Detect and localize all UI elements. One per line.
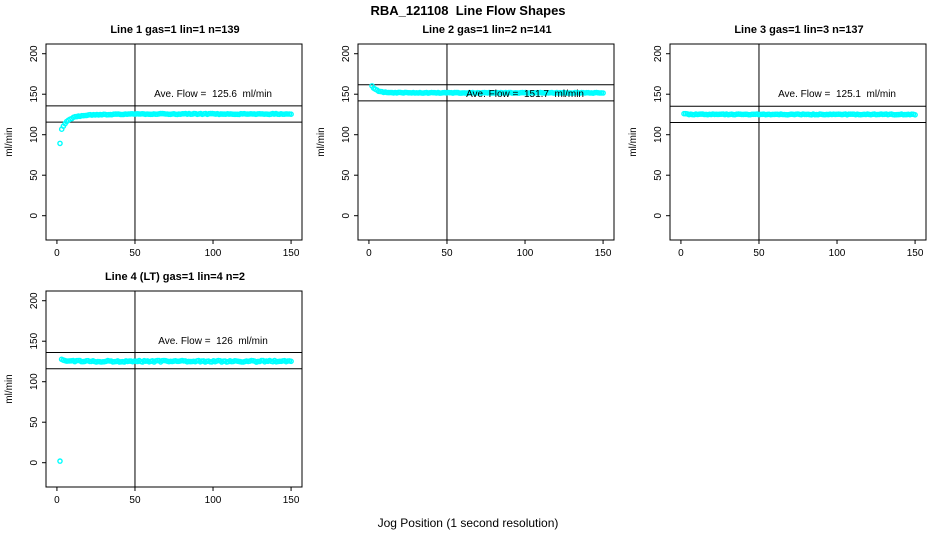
x-tick-label: 0 xyxy=(366,248,372,259)
data-points xyxy=(57,110,294,147)
y-tick-label: 200 xyxy=(341,45,352,62)
x-tick-label: 100 xyxy=(205,248,222,259)
y-tick-label: 0 xyxy=(341,212,352,218)
y-axis-label: ml/min xyxy=(4,127,15,156)
ave-flow-label: Ave. Flow = 126 ml/min xyxy=(158,336,268,347)
x-axis-label: Jog Position (1 second resolution) xyxy=(377,516,559,530)
x-tick-label: 100 xyxy=(517,248,534,259)
x-tick-label: 50 xyxy=(441,248,453,259)
empty-cell xyxy=(624,269,936,516)
y-tick-label: 100 xyxy=(29,373,40,390)
y-tick-label: 100 xyxy=(341,126,352,143)
x-tick-label: 100 xyxy=(205,495,222,506)
y-tick-label: 50 xyxy=(341,169,352,181)
y-tick-label: 200 xyxy=(653,45,664,62)
x-tick-label: 150 xyxy=(907,248,924,259)
panel-line3: Line 3 gas=1 lin=3 n=137 0 50 100 150 0 50 100… xyxy=(624,22,936,269)
panel-line2-title: Line 2 gas=1 lin=2 n=141 xyxy=(422,24,552,36)
x-tick-label: 50 xyxy=(753,248,765,259)
y-axis-label: ml/min xyxy=(316,127,327,156)
y-axis-label: ml/min xyxy=(4,374,15,403)
plot-line1: 0 50 100 150 0 50 100 150 200 ml/min Ave. Flow = 1… xyxy=(4,43,303,259)
panel-grid: Line 1 gas=1 lin=1 n=139 0 50 100 150 0 50 100… xyxy=(0,22,936,516)
chart-title: RBA_121108 Line Flow Shapes xyxy=(370,3,566,18)
panel-line4-title: Line 4 (LT) gas=1 lin=4 n=2 xyxy=(104,271,246,283)
y-tick-label: 50 xyxy=(29,416,40,428)
y-axis-label: ml/min xyxy=(628,127,639,156)
y-tick-label: 50 xyxy=(653,169,664,181)
plot-box xyxy=(45,43,303,241)
panel-line1: Line 1 gas=1 lin=1 n=139 0 50 100 150 0 50 100… xyxy=(0,22,312,269)
y-tick-label: 0 xyxy=(29,212,40,218)
panel-line4: Line 4 (LT) gas=1 lin=4 n=2 0 50 100 150 0 50… xyxy=(0,269,312,516)
plot-line4: 0 50 100 150 0 50 100 150 200 ml/min Ave. Flow = 1… xyxy=(4,290,303,506)
panel-line2: Line 2 gas=1 lin=2 n=141 0 50 100 150 0 50 100… xyxy=(312,22,624,269)
empty-cell xyxy=(312,269,624,516)
x-tick-label: 150 xyxy=(283,248,300,259)
x-tick-label: 150 xyxy=(595,248,612,259)
y-tick-label: 50 xyxy=(29,169,40,181)
y-tick-label: 150 xyxy=(341,85,352,102)
y-tick-label: 150 xyxy=(653,85,664,102)
plot-box xyxy=(669,43,927,241)
x-tick-label: 50 xyxy=(129,248,141,259)
y-tick-label: 150 xyxy=(29,332,40,349)
y-tick-label: 100 xyxy=(29,126,40,143)
y-tick-label: 200 xyxy=(29,45,40,62)
x-tick-label: 50 xyxy=(129,495,141,506)
plot-line3: 0 50 100 150 0 50 100 150 200 ml/min Ave. Flow = 1… xyxy=(628,43,927,259)
data-points xyxy=(57,356,294,464)
ave-flow-label: Ave. Flow = 151.7 ml/min xyxy=(466,89,584,100)
x-tick-label: 100 xyxy=(829,248,846,259)
ave-flow-label: Ave. Flow = 125.6 ml/min xyxy=(154,89,272,100)
x-tick-label: 0 xyxy=(54,495,60,506)
x-tick-label: 150 xyxy=(283,495,300,506)
plot-box xyxy=(357,43,615,241)
x-tick-label: 0 xyxy=(678,248,684,259)
y-tick-label: 100 xyxy=(653,126,664,143)
data-points xyxy=(681,110,918,118)
y-tick-label: 200 xyxy=(29,292,40,309)
x-tick-label: 0 xyxy=(54,248,60,259)
y-tick-label: 150 xyxy=(29,85,40,102)
plot-box xyxy=(45,290,303,488)
plot-line2: 0 50 100 150 0 50 100 150 200 ml/min Ave. Flow = 1… xyxy=(316,43,615,259)
panel-line1-title: Line 1 gas=1 lin=1 n=139 xyxy=(110,24,240,36)
y-tick-label: 0 xyxy=(653,212,664,218)
y-tick-label: 0 xyxy=(29,459,40,465)
data-points xyxy=(369,83,606,97)
ave-flow-label: Ave. Flow = 125.1 ml/min xyxy=(778,89,896,100)
panel-line3-title: Line 3 gas=1 lin=3 n=137 xyxy=(734,24,864,36)
